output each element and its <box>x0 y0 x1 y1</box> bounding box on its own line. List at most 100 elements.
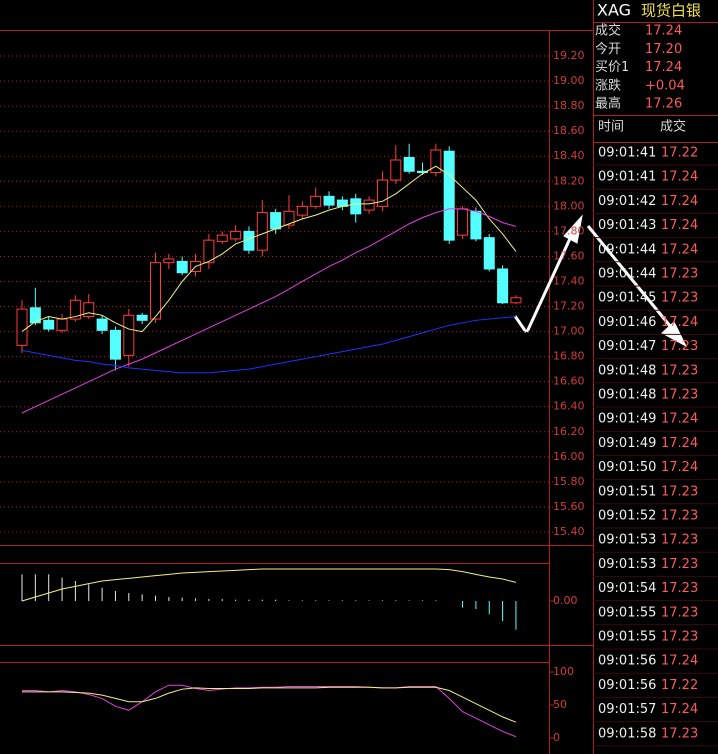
trade-time: 09:01:45 <box>598 291 656 306</box>
quote-label: 今开 <box>595 41 621 57</box>
candle-body <box>430 149 442 174</box>
y-tick-label: 15.60 <box>553 500 585 513</box>
indicator-line <box>21 316 516 374</box>
trade-time: 09:01:53 <box>598 533 656 548</box>
y-tick-label: 17.80 <box>553 224 585 237</box>
trade-price: 17.23 <box>661 630 698 645</box>
candle-body <box>203 239 215 264</box>
y-tick-label: 15.80 <box>553 475 585 488</box>
trade-price: 17.24 <box>661 242 698 257</box>
trades-header: 时间 <box>598 120 624 135</box>
trade-price: 17.23 <box>661 388 698 403</box>
y-tick-label: 17.60 <box>553 249 585 262</box>
indicator-line <box>21 568 517 602</box>
candle-body <box>176 260 188 274</box>
candle-body <box>363 199 375 211</box>
trade-price: 17.23 <box>661 605 698 620</box>
quote-label: 涨跌 <box>595 77 621 93</box>
trade-price: 17.24 <box>661 702 698 717</box>
y-tick-label: 16.80 <box>553 350 585 363</box>
candle-body <box>83 302 95 318</box>
quote-value: 17.26 <box>645 97 682 112</box>
trade-time: 09:01:41 <box>598 170 656 185</box>
candle-body <box>29 307 41 324</box>
y-tick-label: 18.00 <box>553 199 585 212</box>
candle-body <box>283 210 295 226</box>
candle-body <box>230 230 242 240</box>
trade-time: 09:01:41 <box>598 146 656 161</box>
candle-body <box>483 237 495 270</box>
quote-label: 买价1 <box>595 60 629 75</box>
y-tick-label: 18.20 <box>553 174 585 187</box>
y-tick-label: 18.60 <box>553 124 585 137</box>
indicator-line <box>22 686 517 723</box>
y-tick-label: 50 <box>553 698 567 711</box>
candle-body <box>270 212 282 230</box>
quote-value: 17.24 <box>645 60 682 75</box>
y-tick-label: 100 <box>553 665 574 678</box>
y-tick-label: 19.20 <box>553 49 585 62</box>
trade-price: 17.24 <box>661 170 698 185</box>
trade-price: 17.24 <box>661 460 698 475</box>
trade-time: 09:01:56 <box>598 678 656 693</box>
trade-price: 17.23 <box>661 339 698 354</box>
trade-time: 09:01:58 <box>598 726 656 741</box>
candle-body <box>510 297 522 304</box>
quote-value: 17.24 <box>645 24 682 39</box>
quote-label: 成交 <box>595 23 621 39</box>
trade-time: 09:01:44 <box>598 267 656 282</box>
candle-body <box>216 234 228 242</box>
candle-body <box>390 159 402 181</box>
trade-price: 17.24 <box>661 315 698 330</box>
annotation-arrows <box>513 214 688 348</box>
candle-body <box>296 205 308 216</box>
candle-body <box>256 212 268 251</box>
candle-body <box>69 299 81 320</box>
trade-time: 09:01:48 <box>598 388 656 403</box>
instrument-name: 现货白银 <box>641 2 701 20</box>
trade-time: 09:01:55 <box>598 605 656 620</box>
y-tick-label: 19.00 <box>553 74 585 87</box>
candle-body <box>136 314 148 321</box>
symbol: XAG <box>597 1 631 20</box>
y-tick-label: 15.40 <box>553 525 585 538</box>
quote-value: 17.20 <box>645 42 682 57</box>
trade-time: 09:01:55 <box>598 630 656 645</box>
candle-body <box>323 195 335 206</box>
trade-time: 09:01:49 <box>598 436 656 451</box>
y-tick-label: 18.40 <box>553 149 585 162</box>
trade-price: 17.22 <box>661 146 698 161</box>
trade-price: 17.23 <box>661 726 698 741</box>
candle-body <box>470 210 482 240</box>
trade-price: 17.23 <box>661 267 698 282</box>
candle-body <box>376 179 388 207</box>
trade-time: 09:01:50 <box>598 460 656 475</box>
candle-body <box>163 258 175 264</box>
y-tick-label: 17.40 <box>553 274 585 287</box>
trade-price: 17.24 <box>661 194 698 209</box>
trade-time: 09:01:43 <box>598 218 656 233</box>
candle-body <box>109 329 121 360</box>
y-tick-label: 17.00 <box>553 325 585 338</box>
trade-price: 17.23 <box>661 509 698 524</box>
trade-time: 09:01:47 <box>598 339 656 354</box>
indicator-line <box>21 165 517 333</box>
trade-price: 17.23 <box>661 533 698 548</box>
candle-body <box>310 195 322 207</box>
y-tick-label: 16.60 <box>553 375 585 388</box>
trade-price: 17.24 <box>661 412 698 427</box>
y-tick-label: 17.20 <box>553 300 585 313</box>
trade-price: 17.23 <box>661 581 698 596</box>
trade-time: 09:01:54 <box>598 581 656 596</box>
trade-price: 17.24 <box>661 218 698 233</box>
trade-time: 09:01:57 <box>598 702 656 717</box>
y-tick-label: 16.40 <box>553 400 585 413</box>
trade-price: 17.24 <box>661 654 698 669</box>
y-tick-label: 0 <box>553 731 560 744</box>
candle-body <box>350 198 362 215</box>
trade-price: 17.23 <box>661 291 698 306</box>
candle-body <box>96 318 108 331</box>
candle-body <box>43 319 55 330</box>
indicator-line <box>21 208 517 414</box>
